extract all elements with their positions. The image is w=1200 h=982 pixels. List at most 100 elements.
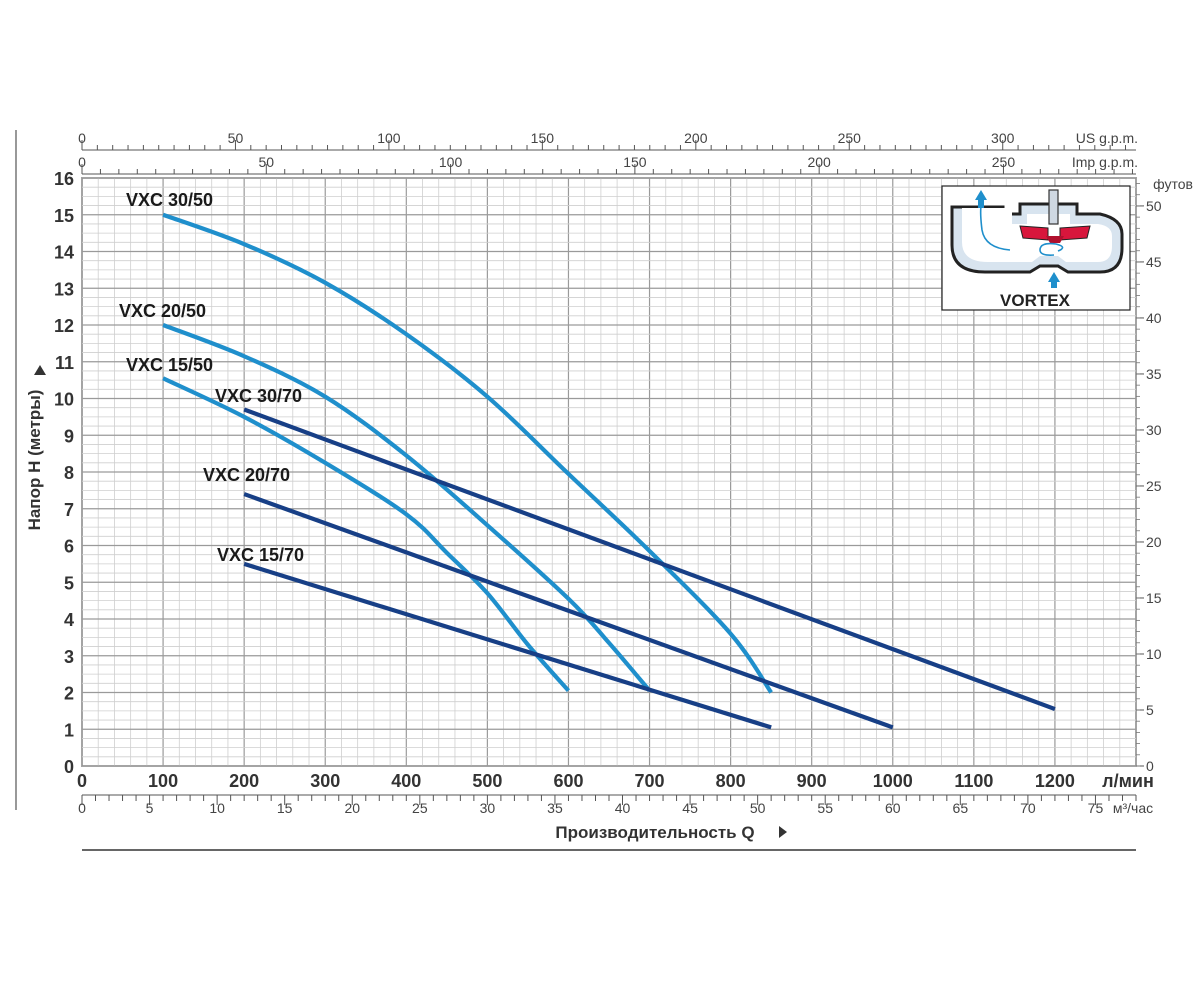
m3h-tick-label: 5 (146, 800, 154, 816)
m3h-unit: м³/час (1113, 800, 1153, 816)
y-tick-label: 1 (64, 720, 74, 740)
top-axis-tick-label: 300 (991, 130, 1015, 146)
y-tick-label: 0 (64, 757, 74, 777)
top-axis-tick-label: 0 (78, 154, 86, 170)
curves-layer (162, 212, 1056, 730)
m3h-tick-label: 15 (277, 800, 293, 816)
top-axis-tick-label: 100 (439, 154, 463, 170)
m3h-tick-label: 55 (817, 800, 833, 816)
x-axis-unit: л/мин (1102, 771, 1154, 791)
series-label: VXC 30/50 (126, 190, 213, 210)
impeller-left-blade (1019, 225, 1049, 241)
y-tick-label: 7 (64, 500, 74, 520)
top-axis-tick-label: 250 (992, 154, 1016, 170)
top-axis-unit: US g.p.m. (1076, 130, 1138, 146)
top-axis-tick-label: 50 (259, 154, 275, 170)
y-axis-arrow-icon (34, 365, 46, 375)
m3h-tick-label: 45 (682, 800, 698, 816)
curve-vxc-20-70 (243, 492, 894, 730)
curve-vxc-30-50 (162, 212, 773, 694)
pump-shaft (1048, 189, 1059, 225)
y-tick-label: 2 (64, 684, 74, 704)
top-axis-tick-label: 250 (838, 130, 862, 146)
x-axis-arrow-icon (779, 826, 787, 838)
inset-label: VORTEX (1000, 291, 1071, 310)
x-tick-label: 500 (472, 771, 502, 791)
series-label: VXC 30/70 (215, 386, 302, 406)
feet-tick-label: 15 (1146, 590, 1162, 606)
m3h-tick-label: 25 (412, 800, 428, 816)
x-tick-label: 200 (229, 771, 259, 791)
y-tick-label: 4 (64, 610, 74, 630)
series-label: VXC 15/70 (217, 545, 304, 565)
top-axis-tick-label: 0 (78, 130, 86, 146)
feet-tick-label: 5 (1146, 702, 1154, 718)
y-tick-label: 11 (55, 353, 74, 373)
m3h-tick-label: 35 (547, 800, 563, 816)
feet-tick-label: 50 (1146, 198, 1162, 214)
series-label: VXC 20/70 (203, 465, 290, 485)
y-tick-label: 9 (64, 426, 74, 446)
x-tick-label: 1100 (954, 771, 993, 791)
series-label: VXC 15/50 (126, 355, 213, 375)
vortex-swirl-icon (1039, 242, 1064, 256)
y-tick-label: 10 (54, 390, 74, 410)
impeller-hub (1046, 236, 1064, 243)
y-tick-label: 5 (64, 573, 74, 593)
x-axis-title: Производительность Q (555, 823, 754, 842)
y-tick-label: 13 (54, 279, 74, 299)
feet-unit: футов (1153, 176, 1193, 192)
feet-tick-label: 30 (1146, 422, 1162, 438)
y-tick-label: 16 (54, 169, 74, 189)
feet-tick-label: 20 (1146, 534, 1162, 550)
m3h-tick-label: 50 (750, 800, 766, 816)
impeller-right-blade (1059, 225, 1091, 241)
curve-vxc-30-70 (243, 407, 1056, 712)
x-tick-label: 900 (797, 771, 827, 791)
feet-tick-label: 40 (1146, 310, 1162, 326)
feet-tick-label: 10 (1146, 646, 1162, 662)
outlet-arrow-stem (978, 200, 984, 208)
x-tick-label: 800 (716, 771, 746, 791)
m3h-tick-label: 40 (615, 800, 631, 816)
feet-tick-label: 45 (1146, 254, 1162, 270)
x-tick-label: 700 (635, 771, 665, 791)
m3h-tick-label: 65 (953, 800, 969, 816)
m3h-tick-label: 30 (480, 800, 496, 816)
top-axis-tick-label: 200 (807, 154, 831, 170)
flow-path-icon (979, 205, 1011, 251)
feet-tick-label: 25 (1146, 478, 1162, 494)
top-axis-tick-label: 200 (684, 130, 708, 146)
top-axis-tick-label: 50 (228, 130, 244, 146)
curve-vxc-15-70 (243, 561, 772, 730)
m3h-tick-label: 0 (78, 800, 86, 816)
m3h-tick-label: 20 (344, 800, 360, 816)
top-axis-tick-label: 150 (623, 154, 647, 170)
inlet-arrow-stem (1051, 282, 1057, 288)
m3h-tick-label: 70 (1020, 800, 1036, 816)
x-tick-label: 600 (553, 771, 583, 791)
m3h-tick-label: 10 (209, 800, 225, 816)
x-tick-label: 400 (391, 771, 421, 791)
vortex-inset: VORTEX (941, 185, 1131, 311)
top-axis-tick-label: 100 (377, 130, 401, 146)
x-tick-label: 1200 (1035, 771, 1075, 791)
y-tick-label: 6 (64, 537, 74, 557)
series-label: VXC 20/50 (119, 301, 206, 321)
m3h-tick-label: 60 (885, 800, 901, 816)
x-tick-label: 0 (77, 771, 87, 791)
y-tick-label: 8 (64, 463, 74, 483)
y-tick-label: 14 (54, 243, 74, 263)
outlet-arrow-icon (975, 190, 987, 200)
y-axis-title: Напор H (метры) (25, 390, 44, 531)
m3h-tick-label: 75 (1088, 800, 1104, 816)
y-tick-label: 15 (54, 206, 74, 226)
y-tick-label: 12 (54, 316, 74, 336)
x-tick-label: 1000 (873, 771, 913, 791)
y-tick-label: 3 (64, 647, 74, 667)
top-axis-tick-label: 150 (531, 130, 555, 146)
top-axis-unit: Imp g.p.m. (1072, 154, 1138, 170)
